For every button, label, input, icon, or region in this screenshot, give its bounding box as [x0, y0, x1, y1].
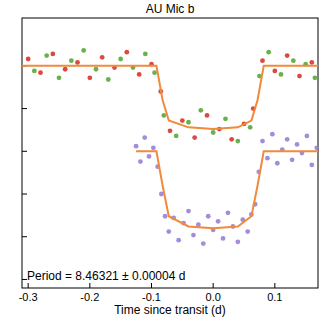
data-point	[142, 135, 147, 140]
data-point	[44, 53, 49, 58]
data-point	[279, 72, 284, 77]
model-line	[136, 151, 318, 228]
data-point	[235, 139, 240, 144]
title: AU Mic b	[146, 2, 195, 16]
y-tick	[22, 108, 27, 109]
data-point	[100, 55, 105, 60]
data-point	[235, 239, 240, 244]
data-point	[174, 134, 179, 139]
x-tick-label: -0.2	[80, 291, 99, 303]
data-point	[57, 75, 62, 80]
data-point	[138, 159, 143, 164]
data-point	[206, 214, 211, 219]
data-point	[192, 135, 197, 140]
data-point	[313, 75, 318, 80]
data-point	[180, 118, 185, 123]
x-tick	[274, 283, 275, 288]
data-point	[32, 69, 37, 74]
data-point	[216, 219, 221, 224]
data-point	[248, 125, 253, 130]
data-point	[272, 69, 277, 74]
data-point	[270, 132, 275, 137]
data-point	[226, 210, 231, 215]
data-point	[81, 48, 86, 53]
data-point	[295, 142, 300, 147]
plot-frame	[22, 18, 318, 288]
x-tick-label: -0.3	[19, 291, 38, 303]
data-point	[198, 108, 203, 113]
data-point	[266, 50, 271, 55]
data-point	[223, 116, 228, 121]
data-point	[186, 120, 191, 125]
data-point	[265, 156, 270, 161]
x-tick	[89, 283, 90, 288]
data-point	[221, 236, 226, 241]
data-point	[314, 145, 318, 150]
data-point	[118, 57, 123, 62]
chart: AU Mic b -0.3 -0.2 -0.1 0.0 0.1 Time since tra…	[0, 0, 320, 320]
x-tick-label: 0.1	[267, 291, 282, 303]
data-point	[152, 70, 157, 75]
data-point	[69, 58, 74, 63]
data-point	[137, 72, 142, 77]
data-point	[205, 113, 210, 118]
data-point	[275, 161, 280, 166]
model-line	[22, 66, 318, 129]
data-point	[305, 134, 310, 139]
data-point	[290, 157, 295, 162]
data-point	[211, 130, 216, 135]
y-tick	[22, 236, 27, 237]
data-point	[191, 233, 196, 238]
data-point	[260, 139, 265, 144]
data-point	[87, 75, 92, 80]
data-point	[176, 238, 181, 243]
data-point	[166, 229, 171, 234]
data-point	[168, 128, 173, 133]
data-point	[285, 137, 290, 142]
data-point	[50, 51, 55, 56]
data-point	[63, 67, 68, 72]
x-tick	[213, 283, 214, 288]
data-point	[75, 60, 80, 65]
data-point	[297, 74, 302, 79]
y-tick	[22, 151, 27, 152]
data-point	[94, 67, 99, 72]
data-point	[186, 209, 191, 214]
data-point	[124, 50, 129, 55]
data-point	[309, 60, 314, 65]
annotation: Period = 8.46321 ± 0.00004 d	[27, 269, 185, 283]
data-point	[285, 53, 290, 58]
data-point	[147, 154, 152, 159]
data-point	[201, 241, 206, 246]
data-point	[38, 70, 43, 75]
data-point	[151, 145, 156, 150]
x-tick	[28, 283, 29, 288]
data-point	[26, 57, 31, 62]
data-point	[134, 144, 139, 149]
data-point	[161, 113, 166, 118]
y-tick	[22, 194, 27, 195]
x-tick	[151, 283, 152, 288]
data-point	[143, 51, 148, 56]
marks	[22, 48, 318, 246]
data-point	[291, 58, 296, 63]
x-tick-label: -0.1	[142, 291, 161, 303]
data-point	[260, 58, 265, 63]
data-point	[163, 214, 168, 219]
data-point	[309, 163, 314, 168]
x-tick-label: 0.0	[206, 291, 221, 303]
x-axis-label: Time since transit (d)	[114, 303, 226, 317]
data-point	[106, 77, 111, 82]
data-point	[229, 137, 234, 142]
data-point	[245, 229, 250, 234]
